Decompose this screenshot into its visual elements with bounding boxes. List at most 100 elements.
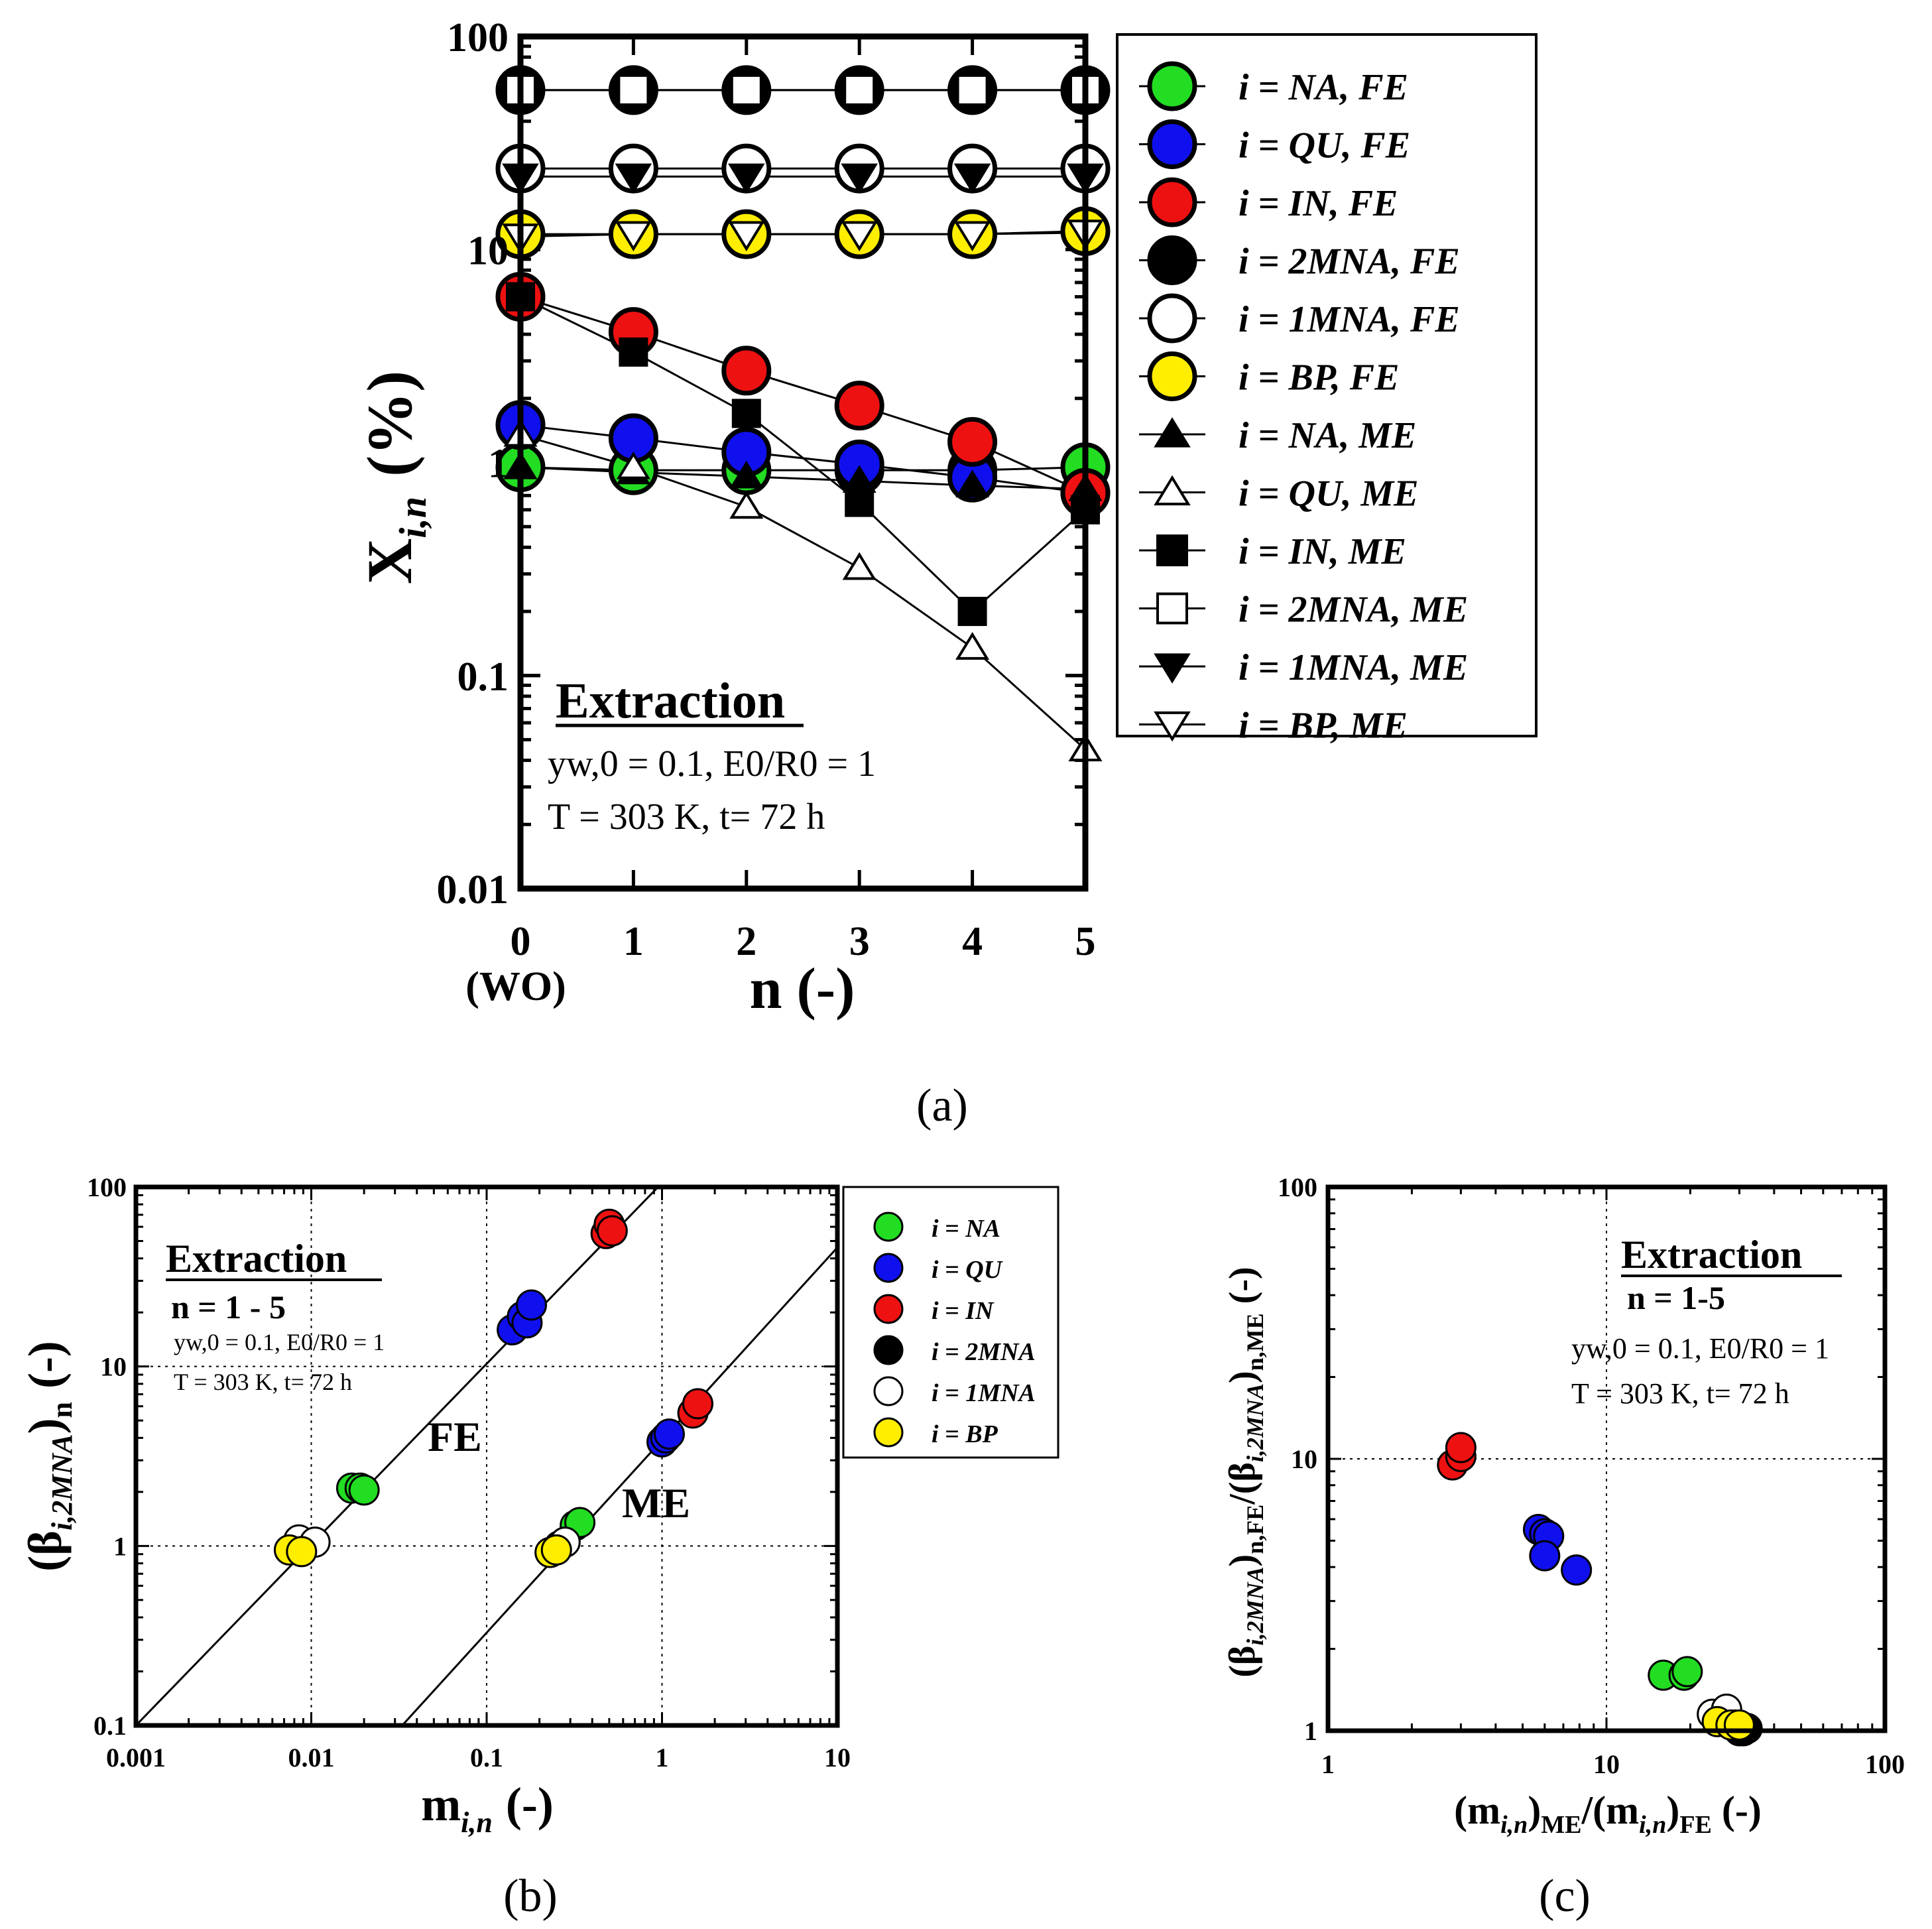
panel-b-legend: i = NA i = QU i = IN i = 2MNA i = 1MNA i = BP [873,1212,1036,1448]
point-in-fe [947,416,998,467]
y-tick-label: 1 [488,442,509,487]
legend-label: i = QU, FE [1238,125,1410,166]
x-tick-label: 0.1 [470,1743,503,1773]
x-tick-label: 3 [849,919,870,964]
point-bp [540,1534,572,1566]
panel-c-y-label-unit: (-) [1222,1267,1263,1313]
panel-c-y-label-f: i,2MNA [1242,1383,1268,1462]
y-tick-label: 10 [1291,1444,1317,1474]
panel-c-y-label-c: ) [1222,1554,1263,1567]
point-in [596,1215,628,1247]
point-bp [286,1536,318,1568]
panel-c-caption: (c) [1539,1871,1591,1922]
legend-label: i = 1MNA [932,1379,1036,1407]
panel-b-n-range: n = 1 - 5 [171,1288,286,1326]
legend-label: i = 1MNA, ME [1238,647,1468,688]
y-tick-label: 100 [87,1172,127,1202]
point-bp-me [953,221,991,251]
panel-c-n-range: n = 1-5 [1627,1279,1725,1316]
point-in-fe [721,345,772,396]
legend-label: i = BP, FE [1238,357,1400,399]
panel-a-x-axis-label: n (-) [750,957,855,1021]
panel-c-series [1437,1432,1763,1747]
point-na-me [729,460,764,489]
y-tick-label: 10 [100,1352,127,1382]
panel-a-y-tick-labels: 0.01 0.1 1 10 100 [437,15,509,912]
panel-c-y-label-e: /(β [1222,1462,1263,1505]
panel-c-x-label-unit: (-) [1712,1788,1762,1832]
panel-c-plot-frame [1325,1184,1888,1733]
panel-a-y-label-unit: (%) [354,371,425,477]
point-1mna-me [841,163,878,194]
panel-a-y-label-sub: i,n [391,497,434,538]
legend-label: i = BP, ME [1238,706,1408,747]
legend-label: i = NA [932,1215,1000,1243]
panel-b-x-label-sub: i,n [461,1806,493,1839]
y-tick-label: 1 [1304,1716,1317,1746]
panel-a-condition-2: T = 303 K, t= 72 h [548,796,825,838]
point-qu [653,1418,685,1450]
panel-b-y-label-unit: (-) [19,1341,72,1389]
point-1mna-me [953,163,991,194]
panel-a-caption: (a) [916,1080,968,1131]
legend-marker [1147,351,1197,401]
panel-a-series [495,65,1111,762]
panel-c-y-label-d: n,FE [1242,1505,1268,1554]
legend-label: i = QU [932,1256,1004,1284]
legend-label: i = IN [932,1297,995,1325]
legend-marker [1154,417,1191,448]
panel-b-tick-labels: 0.001 0.01 0.1 1 10 0.1 1 10 100 [87,1172,851,1773]
point-2mna-me [843,74,876,106]
x-tick-label: 0.001 [106,1743,166,1773]
x-tick-label: 4 [962,919,983,964]
fit-line-me [401,1247,837,1725]
x-tick-label: 2 [736,919,756,964]
legend-marker [1147,235,1197,285]
x-tick-label: 0.01 [288,1743,335,1773]
point-bp-me [728,221,765,251]
panel-a-extraction-title: Extraction [556,673,785,729]
legend-marker [1147,61,1197,111]
panel-c-x-label-h: FE [1679,1811,1712,1839]
point-in [682,1388,713,1420]
legend-marker [873,1212,904,1242]
panel-b-y-axis-label: (βi,2MNA)n (-) [19,1341,78,1572]
panel-c-x-label-f: i,n [1639,1811,1666,1839]
panel-a-x-tick-labels: 0 1 2 3 4 5 [511,919,1096,964]
panel-b: 0.001 0.01 0.1 1 10 0.1 1 10 100 mi,n (-) (βi,2MN… [19,1172,1059,1922]
y-tick-label: 0.01 [437,867,509,912]
point-2mna-me [730,74,762,106]
panel-c-condition-2: T = 303 K, t= 72 h [1571,1377,1789,1410]
panel-b-y-label-sub: i,2MNA [46,1434,78,1530]
legend-marker [873,1376,904,1406]
panel-c-y-label-h: n,ME [1242,1313,1268,1371]
panel-a-plot-frame [517,33,1089,892]
legend-marker [1156,592,1188,625]
panel-b-condition-1: yw,0 = 0.1, E0/R0 = 1 [174,1329,385,1355]
panel-c-x-label-c: ) [1528,1788,1541,1832]
point-bp-me [841,221,878,251]
fit-line-fe [136,1187,659,1725]
y-tick-label: 100 [1278,1172,1317,1202]
panel-a-condition-1: yw,0 = 0.1, E0/R0 = 1 [548,743,876,784]
y-tick-label: 1 [113,1531,127,1561]
panel-b-fe-label: FE [428,1413,482,1460]
x-tick-label: 0 [511,919,531,964]
point-qu [1529,1540,1561,1572]
x-tick-label: 1 [623,919,644,964]
y-tick-label: 100 [447,15,509,60]
panel-b-y-label-sub2: n [46,1402,78,1418]
legend-marker [1147,177,1197,227]
x-tick-label: 5 [1075,919,1096,964]
series-line [520,466,1086,471]
y-tick-label: 0.1 [93,1711,127,1741]
panel-c-y-label-b: i,2MNA [1242,1566,1268,1645]
x-tick-label: 100 [1865,1749,1905,1779]
point-1mna-me [615,163,652,194]
x-tick-label: 10 [824,1743,851,1773]
point-in-me [845,487,875,517]
panel-c-y-axis-label: (βi,2MNA)n,FE/(βi,2MNA)n,ME (-) [1222,1267,1268,1677]
point-qu [1561,1554,1593,1586]
